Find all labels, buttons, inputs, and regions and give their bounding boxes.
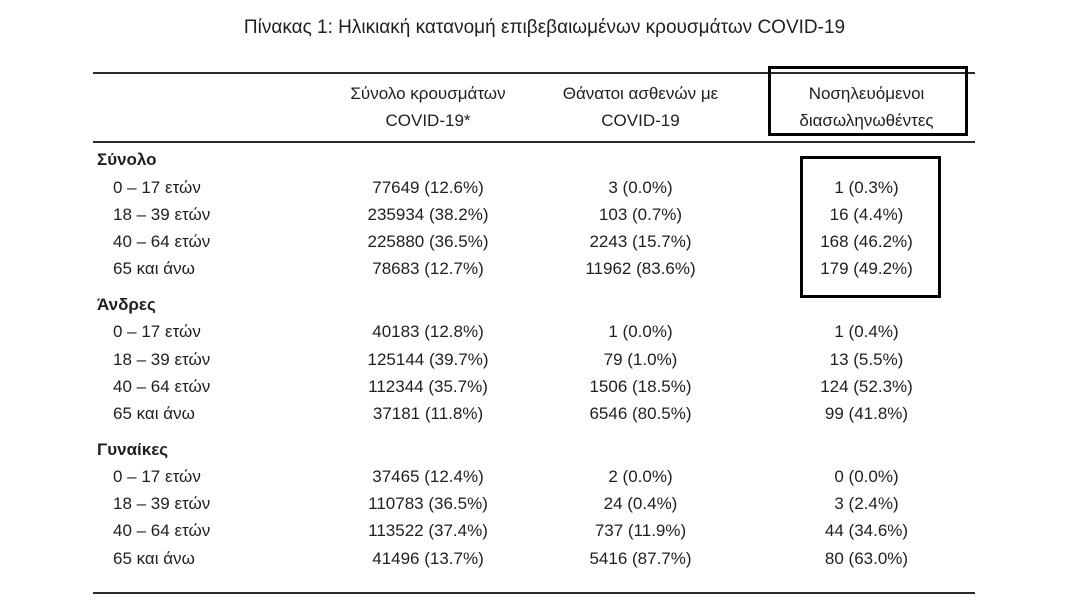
intubated-value: 3 (2.4%) bbox=[834, 494, 899, 514]
age-band-label: 0 – 17 ετών bbox=[113, 467, 201, 487]
intubated-value: 13 (5.5%) bbox=[829, 349, 904, 369]
intubated-value: 1 (0.3%) bbox=[834, 177, 899, 197]
deaths-value: 2243 (15.7%) bbox=[589, 231, 692, 251]
table-header-row: Σύνολο κρουσμάτων COVID-19* Θάνατοι ασθε… bbox=[93, 72, 975, 143]
age-band-label: 0 – 17 ετών bbox=[113, 177, 201, 197]
cases-value: 41496 (13.7%) bbox=[372, 548, 484, 568]
group-total: Σύνολο 0 – 17 ετών 77649 (12.6%) 3 (0.0%… bbox=[93, 146, 975, 283]
cases-value: 77649 (12.6%) bbox=[372, 177, 484, 197]
cases-value: 125144 (39.7%) bbox=[367, 349, 489, 369]
col-header-total-cases-line2: COVID-19* bbox=[385, 111, 471, 130]
age-band-label: 40 – 64 ετών bbox=[113, 376, 211, 396]
group-label-women: Γυναίκες bbox=[97, 439, 169, 459]
intubated-value: 16 (4.4%) bbox=[829, 204, 904, 224]
table-body: Σύνολο 0 – 17 ετών 77649 (12.6%) 3 (0.0%… bbox=[93, 146, 975, 595]
table-row: 0 – 17 ετών 77649 (12.6%) 3 (0.0%) 1 (0.… bbox=[93, 174, 975, 201]
col-header-deaths-line2: COVID-19 bbox=[601, 111, 680, 130]
age-band-label: 65 και άνω bbox=[113, 548, 195, 568]
col-header-total-cases: Σύνολο κρουσμάτων COVID-19* bbox=[333, 74, 523, 141]
cases-value: 112344 (35.7%) bbox=[368, 376, 488, 396]
age-band-label: 0 – 17 ετών bbox=[113, 322, 201, 342]
age-band-label: 18 – 39 ετών bbox=[113, 494, 211, 514]
table-row: 65 και άνω 78683 (12.7%) 11962 (83.6%) 1… bbox=[93, 256, 975, 283]
group-women: Γυναίκες 0 – 17 ετών 37465 (12.4%) 2 (0.… bbox=[93, 436, 975, 573]
deaths-value: 24 (0.4%) bbox=[603, 494, 678, 514]
deaths-value: 11962 (83.6%) bbox=[585, 259, 696, 279]
intubated-value: 80 (63.0%) bbox=[824, 548, 909, 568]
table-row: 40 – 64 ετών 225880 (36.5%) 2243 (15.7%)… bbox=[93, 228, 975, 255]
covid-age-distribution-table: Σύνολο κρουσμάτων COVID-19* Θάνατοι ασθε… bbox=[93, 72, 975, 595]
table-row: 0 – 17 ετών 40183 (12.8%) 1 (0.0%) 1 (0.… bbox=[93, 319, 975, 346]
deaths-value: 103 (0.7%) bbox=[598, 204, 683, 224]
intubated-value: 179 (49.2%) bbox=[820, 259, 913, 279]
cases-value: 225880 (36.5%) bbox=[367, 231, 489, 251]
age-band-label: 40 – 64 ετών bbox=[113, 521, 211, 541]
col-header-total-cases-line1: Σύνολο κρουσμάτων bbox=[350, 84, 506, 103]
col-header-intubated-line2: διασωληνωθέντες bbox=[799, 111, 934, 130]
deaths-value: 2 (0.0%) bbox=[608, 467, 673, 487]
intubated-value: 44 (34.6%) bbox=[824, 521, 909, 541]
intubated-value: 168 (46.2%) bbox=[820, 231, 913, 251]
deaths-value: 737 (11.9%) bbox=[594, 521, 687, 541]
age-band-label: 65 και άνω bbox=[113, 403, 195, 423]
col-header-deaths-line1: Θάνατοι ασθενών με bbox=[562, 84, 719, 103]
table-row: 18 – 39 ετών 125144 (39.7%) 79 (1.0%) 13… bbox=[93, 346, 975, 373]
deaths-value: 3 (0.0%) bbox=[608, 177, 673, 197]
cases-value: 40183 (12.8%) bbox=[372, 322, 484, 342]
table-row: 40 – 64 ετών 112344 (35.7%) 1506 (18.5%)… bbox=[93, 373, 975, 400]
cases-value: 113522 (37.4%) bbox=[368, 521, 488, 541]
deaths-value: 5416 (87.7%) bbox=[589, 548, 692, 568]
deaths-value: 79 (1.0%) bbox=[603, 349, 678, 369]
cases-value: 37181 (11.8%) bbox=[372, 403, 484, 423]
table-row: 0 – 17 ετών 37465 (12.4%) 2 (0.0%) 0 (0.… bbox=[93, 464, 975, 491]
intubated-value: 1 (0.4%) bbox=[834, 322, 899, 342]
cases-value: 235934 (38.2%) bbox=[367, 204, 489, 224]
table-row: 65 και άνω 41496 (13.7%) 5416 (87.7%) 80… bbox=[93, 545, 975, 572]
age-band-label: 18 – 39 ετών bbox=[113, 204, 211, 224]
table-row: 18 – 39 ετών 110783 (36.5%) 24 (0.4%) 3 … bbox=[93, 491, 975, 518]
cases-value: 37465 (12.4%) bbox=[372, 467, 484, 487]
group-men: Άνδρες 0 – 17 ετών 40183 (12.8%) 1 (0.0%… bbox=[93, 291, 975, 428]
age-band-label: 40 – 64 ετών bbox=[113, 231, 211, 251]
deaths-value: 6546 (80.5%) bbox=[589, 403, 692, 423]
col-header-intubated: Νοσηλευόμενοι διασωληνωθέντες bbox=[758, 74, 975, 141]
cases-value: 110783 (36.5%) bbox=[368, 494, 488, 514]
col-header-deaths: Θάνατοι ασθενών με COVID-19 bbox=[523, 74, 758, 141]
table-title: Πίνακας 1: Ηλικιακή κατανομή επιβεβαιωμέ… bbox=[243, 17, 846, 38]
age-band-label: 18 – 39 ετών bbox=[113, 349, 211, 369]
col-header-rowlabels bbox=[93, 74, 333, 141]
cases-value: 78683 (12.7%) bbox=[372, 259, 484, 279]
intubated-value: 124 (52.3%) bbox=[820, 376, 913, 396]
group-label-men: Άνδρες bbox=[97, 294, 156, 314]
deaths-value: 1 (0.0%) bbox=[608, 322, 673, 342]
table-row: 65 και άνω 37181 (11.8%) 6546 (80.5%) 99… bbox=[93, 400, 975, 427]
group-label-total: Σύνολο bbox=[97, 150, 157, 169]
table-row: 40 – 64 ετών 113522 (37.4%) 737 (11.9%) … bbox=[93, 518, 975, 545]
intubated-value: 99 (41.8%) bbox=[824, 403, 909, 423]
intubated-value: 0 (0.0%) bbox=[834, 467, 899, 487]
age-band-label: 65 και άνω bbox=[113, 259, 195, 279]
table-row: 18 – 39 ετών 235934 (38.2%) 103 (0.7%) 1… bbox=[93, 201, 975, 228]
deaths-value: 1506 (18.5%) bbox=[589, 376, 692, 396]
col-header-intubated-line1: Νοσηλευόμενοι bbox=[808, 84, 925, 103]
